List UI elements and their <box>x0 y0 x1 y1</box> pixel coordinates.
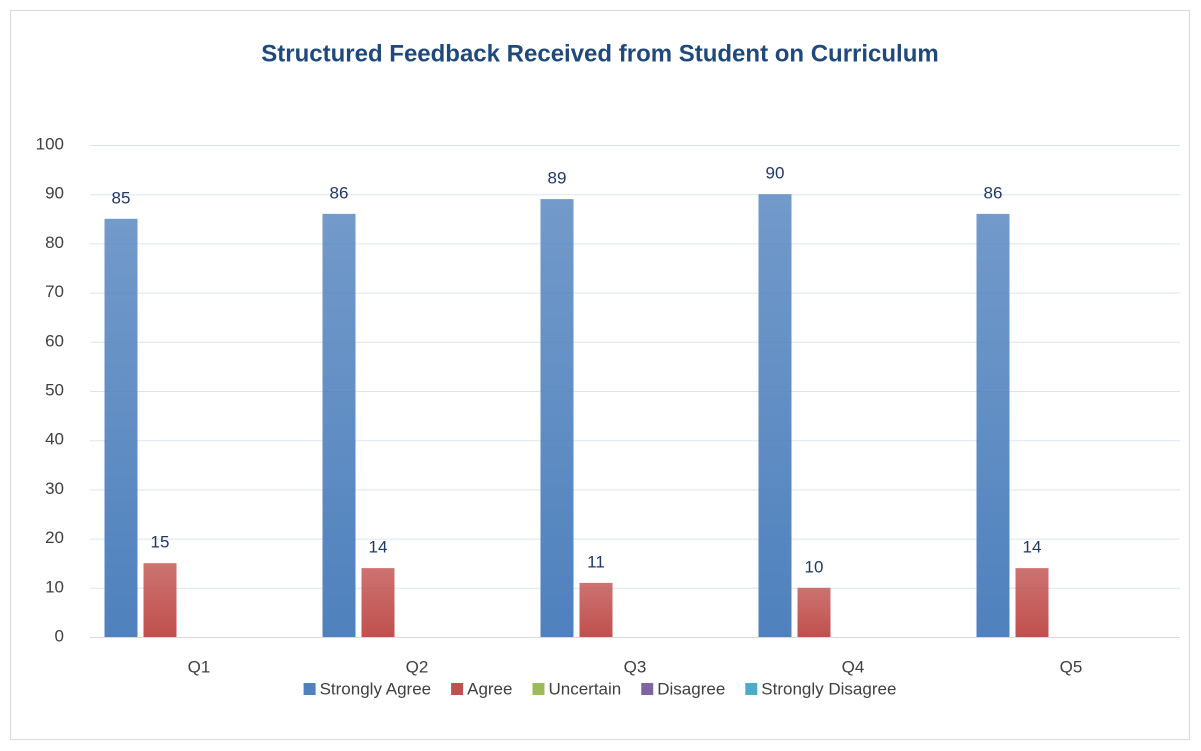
y-tick-label: 60 <box>45 331 64 350</box>
legend: Strongly Agree Agree Uncertain Disagree Stro… <box>303 679 896 698</box>
data-label: 85 <box>112 188 131 207</box>
bar <box>758 194 792 637</box>
bar <box>143 563 177 637</box>
data-label: 89 <box>548 169 567 188</box>
y-tick-label: 40 <box>45 430 64 449</box>
data-label: 14 <box>369 538 388 557</box>
bar <box>361 568 395 637</box>
y-tick-label: 70 <box>45 282 64 301</box>
legend-label: Disagree <box>657 679 725 698</box>
legend-swatch <box>745 683 758 695</box>
bar <box>1015 568 1049 637</box>
y-tick-label: 30 <box>45 479 64 498</box>
data-label: 11 <box>587 552 605 571</box>
legend-swatch <box>303 683 316 695</box>
y-tick-label: 80 <box>45 233 64 252</box>
bar <box>104 218 138 638</box>
x-tick-label: Q2 <box>406 657 429 676</box>
bar <box>579 582 613 637</box>
x-tick-label: Q4 <box>842 657 865 676</box>
legend-label: Uncertain <box>548 679 621 698</box>
y-tick-label: 20 <box>45 528 64 547</box>
x-tick-label: Q5 <box>1060 657 1083 676</box>
x-tick-label: Q3 <box>624 657 647 676</box>
data-label: 10 <box>805 557 824 576</box>
data-label: 15 <box>151 533 170 552</box>
data-label: 14 <box>1023 538 1042 557</box>
bar <box>540 199 574 637</box>
y-tick-label: 50 <box>45 380 64 399</box>
legend-swatch <box>641 683 654 695</box>
x-tick-label: Q1 <box>188 657 211 676</box>
bar <box>322 213 356 637</box>
y-tick-label: 100 <box>36 134 64 153</box>
data-label: 86 <box>984 183 1003 202</box>
chart-title: Structured Feedback Received from Studen… <box>261 40 938 67</box>
legend-swatch <box>532 683 545 695</box>
legend-swatch <box>451 683 464 695</box>
legend-label: Agree <box>467 679 512 698</box>
legend-label: Strongly Agree <box>320 679 432 698</box>
legend-label: Strongly Disagree <box>761 679 896 698</box>
data-label: 86 <box>330 183 349 202</box>
y-tick-label: 90 <box>45 184 64 203</box>
y-tick-label: 0 <box>55 626 64 645</box>
bar <box>976 213 1010 637</box>
bar <box>797 587 831 637</box>
data-label: 90 <box>766 164 785 183</box>
y-tick-label: 10 <box>45 577 64 596</box>
